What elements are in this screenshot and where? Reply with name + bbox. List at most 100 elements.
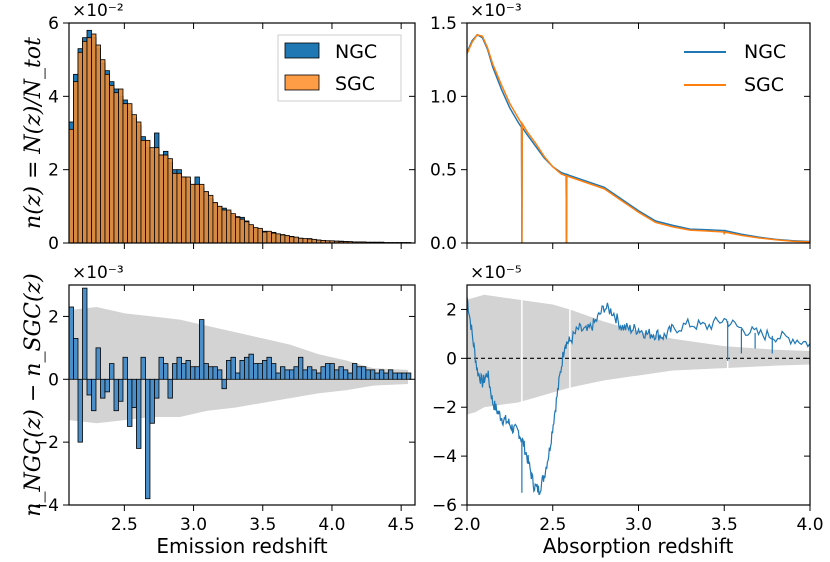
bar-difference [69, 306, 74, 380]
bar-difference [289, 369, 295, 380]
legend-label-ngc: NGC [744, 41, 786, 63]
bar-difference [342, 369, 349, 380]
axes-ticks: −6 −4 −2 0 2 2.0 2.5 3.0 3.5 4.0 [432, 285, 824, 535]
y-tick-label: 2 [48, 307, 59, 327]
bar-difference [230, 356, 236, 380]
bar-difference [329, 363, 335, 380]
bar-sgc [176, 172, 182, 243]
y-tick-label: 4 [48, 87, 59, 107]
y-tick-label: −2 [432, 398, 457, 418]
bar-sgc [127, 103, 133, 243]
bar-difference [100, 378, 106, 399]
bar-difference [154, 378, 160, 399]
bar-difference [194, 366, 200, 380]
legend-swatch-sgc [284, 74, 320, 91]
bar-sgc [244, 221, 250, 243]
bar-difference [280, 366, 286, 380]
bar-difference [324, 363, 331, 380]
bar-difference [176, 356, 182, 380]
bar-sgc [266, 230, 272, 243]
bar-difference [167, 378, 173, 399]
y-scale-label: ×10⁻³ [470, 1, 522, 21]
bar-difference [306, 366, 313, 380]
legend-label-sgc: SGC [335, 73, 375, 95]
bar-sgc [194, 183, 200, 243]
bar-sgc [230, 213, 236, 243]
line-difference [467, 297, 810, 496]
bar-sgc [221, 209, 227, 243]
x-axis-label: Emission redshift [156, 534, 327, 558]
y-scale-label: ×10⁻⁵ [470, 263, 522, 283]
bar-difference [82, 287, 88, 380]
bar-sgc [235, 216, 241, 243]
bar-sgc [280, 234, 286, 243]
bar-sgc [73, 81, 79, 243]
bar-difference [262, 360, 268, 380]
x-tick-label: 2.5 [539, 515, 566, 535]
x-tick-label: 3.0 [180, 515, 207, 535]
bar-difference [172, 363, 178, 380]
plot-area [467, 285, 810, 505]
bar-difference [208, 366, 214, 380]
bar-sgc [69, 128, 74, 243]
bar-sgc [145, 139, 151, 243]
bar-sgc [131, 114, 137, 243]
bar-sgc [154, 147, 160, 243]
panel-absorption-difference: −6 −4 −2 0 2 2.0 2.5 3.0 3.5 4.0 ×10⁻⁵ Absorption… [432, 263, 824, 558]
error-band [467, 294, 810, 415]
bar-difference [320, 366, 326, 380]
panel-absorption-distribution: 0.0 0.5 1.0 1.5 ×10⁻³ NGC SGC [430, 1, 811, 254]
bar-difference [109, 363, 115, 380]
x-tick-label: 4.0 [796, 515, 823, 535]
bar-sgc [208, 194, 214, 243]
bar-sgc [163, 154, 169, 243]
y-tick-label: 2 [446, 300, 457, 320]
bar-difference [374, 372, 380, 380]
x-tick-label: 3.0 [625, 515, 652, 535]
bar-difference [338, 366, 344, 380]
bar-sgc [95, 44, 101, 243]
bar-difference [369, 369, 376, 380]
bar-difference [149, 378, 155, 424]
bar-difference [136, 378, 142, 449]
y-tick-label: 6 [48, 14, 59, 34]
bar-difference [378, 369, 385, 380]
y-tick-label: 0.0 [430, 234, 457, 254]
bar-difference [221, 378, 227, 390]
bar-sgc [302, 238, 308, 243]
bar-sgc [248, 224, 254, 243]
axes-ticks: 0.0 0.5 1.0 1.5 [430, 14, 811, 254]
y-tick-label: 1.5 [430, 14, 457, 34]
line-sgc [467, 33, 810, 243]
bar-sgc [181, 176, 187, 243]
x-tick-label: 3.5 [711, 515, 738, 535]
bar-difference [140, 356, 146, 380]
bar-difference [127, 378, 133, 427]
bar-difference [387, 369, 394, 380]
bar-difference [104, 378, 110, 393]
bar-difference [356, 366, 362, 380]
x-axis-label: Absorption redshift [543, 534, 734, 558]
bar-difference [351, 363, 358, 380]
bar-sgc [140, 139, 146, 243]
bar-sgc [199, 183, 205, 243]
bar-sgc [91, 33, 97, 243]
bar-difference [199, 319, 205, 380]
bar-sgc [82, 40, 88, 243]
bar-difference [315, 372, 322, 380]
y-tick-label: −4 [432, 447, 457, 467]
bar-difference [253, 363, 259, 380]
bar-difference [297, 356, 304, 380]
bar-sgc [271, 232, 277, 243]
bar-difference [95, 347, 101, 380]
y-axis-label-bottom: n_NGC(z) − n_SGC(z) [21, 273, 46, 516]
legend: NGC SGC [277, 34, 402, 102]
bar-difference [158, 356, 164, 380]
y-scale-label: ×10⁻² [72, 1, 124, 21]
legend-label-ngc: NGC [335, 41, 377, 63]
bar-difference [226, 360, 232, 380]
bar-difference [271, 363, 277, 380]
bar-difference [248, 353, 254, 380]
x-tick-label: 2.0 [453, 515, 480, 535]
